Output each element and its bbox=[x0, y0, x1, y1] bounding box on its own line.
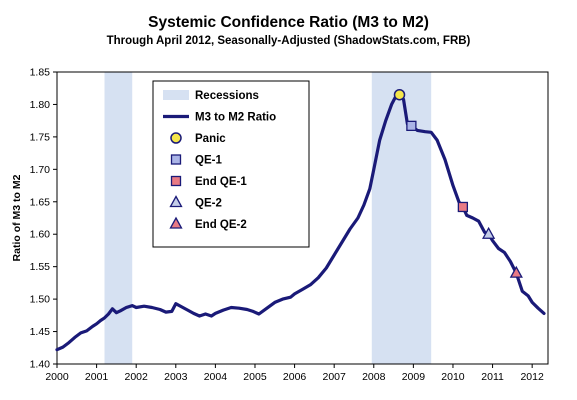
legend-swatch-panic bbox=[170, 132, 182, 144]
marker-panic bbox=[393, 88, 406, 101]
marker-end-qe-1 bbox=[457, 201, 469, 213]
chart-title: Systemic Confidence Ratio (M3 to M2) bbox=[148, 14, 429, 31]
legend-swatch-end-qe-1 bbox=[170, 175, 182, 187]
y-tick-label: 1.55 bbox=[30, 261, 51, 273]
y-tick-label: 1.50 bbox=[30, 294, 51, 306]
y-tick-label: 1.65 bbox=[30, 196, 51, 208]
recession-band-1 bbox=[104, 72, 133, 364]
x-tick-label: 2000 bbox=[45, 371, 69, 383]
axis-ticks: 1.40 1.45 1.50 1.55 1.60 1.65 1.70 1.75 1.80 1.85… bbox=[30, 67, 544, 384]
x-tick-label: 2010 bbox=[441, 371, 465, 383]
legend-swatch-end-qe-2 bbox=[169, 216, 183, 229]
y-tick-label: 1.45 bbox=[30, 326, 51, 338]
marker-qe-2 bbox=[482, 226, 496, 239]
legend-swatch-qe-2 bbox=[169, 195, 183, 208]
x-tick-label: 2008 bbox=[362, 371, 386, 383]
y-tick-label: 1.75 bbox=[30, 131, 51, 143]
legend-label-m3-to-m2-ratio: M3 to M2 Ratio bbox=[195, 112, 276, 124]
y-tick-label: 1.85 bbox=[30, 67, 51, 79]
legend-label-recessions: Recessions bbox=[195, 90, 259, 102]
y-tick-label: 1.40 bbox=[30, 359, 51, 371]
x-tick-label: 2011 bbox=[481, 371, 504, 383]
x-tick-label: 2005 bbox=[243, 371, 267, 383]
chart-subtitle: Through April 2012, Seasonally-Adjusted … bbox=[106, 35, 471, 47]
marker-qe-1 bbox=[406, 120, 417, 132]
legend-label-end-qe-1: End QE-1 bbox=[195, 176, 247, 188]
x-tick-label: 2009 bbox=[402, 371, 426, 383]
recession-band-2 bbox=[371, 72, 432, 364]
legend-label-end-qe-2: End QE-2 bbox=[195, 219, 247, 231]
series-line-m3-m2-ratio bbox=[55, 93, 546, 352]
y-axis-label: Ratio of M3 to M2 bbox=[11, 174, 23, 261]
event-markers bbox=[393, 88, 523, 278]
x-tick-label: 2001 bbox=[85, 371, 109, 383]
legend-swatch-qe-1 bbox=[170, 154, 182, 165]
x-tick-label: 2003 bbox=[164, 371, 188, 383]
x-tick-label: 2002 bbox=[125, 371, 149, 383]
x-tick-label: 2004 bbox=[204, 371, 228, 383]
legend-label-qe-1: QE-1 bbox=[195, 155, 222, 167]
plot-frame bbox=[56, 71, 549, 365]
legend-label-qe-2: QE-2 bbox=[195, 198, 222, 210]
legend: Recessions M3 to M2 Ratio Panic QE-1 End QE-… bbox=[152, 80, 310, 248]
marker-end-qe-2 bbox=[509, 265, 523, 278]
y-tick-label: 1.80 bbox=[30, 99, 51, 111]
y-tick-label: 1.60 bbox=[30, 229, 51, 241]
series-line bbox=[55, 93, 546, 352]
x-tick-label: 2007 bbox=[322, 371, 346, 383]
x-tick-label: 2012 bbox=[520, 371, 544, 383]
legend-swatch-recessions bbox=[163, 90, 189, 100]
y-tick-label: 1.70 bbox=[30, 164, 51, 176]
legend-label-panic: Panic bbox=[195, 133, 226, 145]
x-tick-label: 2006 bbox=[283, 371, 307, 383]
